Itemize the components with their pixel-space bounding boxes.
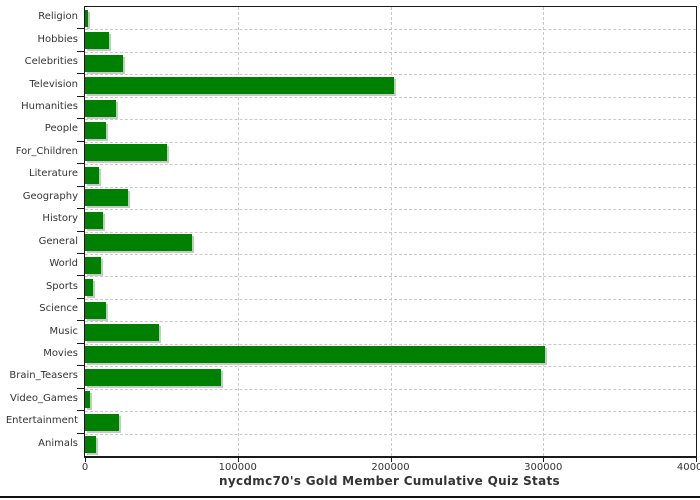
category-label-animals: Animals	[38, 437, 78, 449]
bottom-frame-line	[0, 496, 700, 498]
gridline-vertical	[237, 7, 239, 456]
category-label-geography: Geography	[22, 190, 78, 202]
category-label-humanities: Humanities	[21, 101, 78, 113]
category-label-brain_teasers: Brain_Teasers	[9, 370, 78, 382]
x-axis-tick	[85, 457, 86, 462]
bar-literature	[85, 166, 99, 184]
category-label-celebrities: Celebrities	[24, 56, 78, 68]
y-axis-tick	[77, 28, 84, 30]
y-axis-tick	[77, 275, 84, 277]
category-label-history: History	[42, 213, 78, 225]
bar-world	[85, 256, 102, 274]
bar-science	[85, 301, 106, 319]
y-axis-tick	[77, 140, 84, 142]
bar-hobbies	[85, 32, 110, 50]
bar-religion	[85, 9, 89, 27]
bar-sports	[85, 279, 94, 297]
x-axis-tick-label: 200000	[371, 462, 410, 473]
bar-for_children	[85, 144, 168, 162]
gridline-vertical	[390, 7, 392, 456]
y-axis-tick	[77, 118, 84, 120]
y-axis-tick	[77, 95, 84, 97]
category-label-sports: Sports	[45, 280, 78, 292]
category-label-music: Music	[49, 325, 78, 337]
bar-celebrities	[85, 54, 124, 72]
bar-entertainment	[85, 413, 119, 431]
y-axis-tick	[77, 320, 84, 322]
x-axis-tick-label: 100000	[218, 462, 257, 473]
y-axis-tick	[77, 208, 84, 210]
category-label-television: Television	[29, 78, 78, 90]
bar-music	[85, 324, 160, 342]
x-axis-tick	[543, 457, 545, 462]
y-axis-tick	[77, 185, 84, 187]
bar-television	[85, 77, 394, 95]
bar-people	[85, 121, 106, 139]
category-label-people: People	[44, 123, 78, 135]
category-label-entertainment: Entertainment	[5, 415, 78, 427]
y-axis-tick	[77, 365, 84, 367]
category-label-world: World	[49, 258, 78, 270]
plot-area	[84, 6, 697, 458]
gridline-vertical	[543, 7, 545, 456]
bar-movies	[85, 346, 545, 364]
y-axis-tick	[77, 73, 84, 75]
y-axis-tick	[77, 50, 84, 52]
bar-brain_teasers	[85, 368, 221, 386]
x-axis-tick-label: 0	[81, 462, 89, 473]
category-label-literature: Literature	[29, 168, 78, 180]
category-label-religion: Religion	[38, 11, 78, 23]
y-axis-tick	[77, 410, 84, 412]
category-label-movies: Movies	[43, 347, 78, 359]
x-axis-tick	[237, 457, 239, 462]
category-label-video_games: Video_Games	[10, 392, 78, 404]
bar-humanities	[85, 99, 117, 117]
category-label-science: Science	[39, 303, 78, 315]
y-axis-tick	[77, 432, 84, 434]
x-axis-tick-label: 400000	[676, 462, 700, 473]
y-axis-tick	[77, 230, 84, 232]
y-axis-tick	[77, 387, 84, 389]
y-axis-tick	[77, 342, 84, 344]
y-axis-tick	[77, 297, 84, 299]
x-axis-tick	[696, 457, 697, 462]
x-axis-tick	[390, 457, 392, 462]
y-axis-tick	[77, 252, 84, 254]
chart-title: nycdmc70's Gold Member Cumulative Quiz S…	[219, 474, 560, 488]
bar-history	[85, 211, 103, 229]
x-axis-tick-label: 300000	[524, 462, 563, 473]
category-label-general: General	[38, 235, 78, 247]
bar-geography	[85, 189, 128, 207]
bar-animals	[85, 436, 96, 454]
y-axis-tick	[77, 163, 84, 165]
bar-general	[85, 234, 192, 252]
category-label-for_children: For_Children	[15, 145, 78, 157]
category-label-hobbies: Hobbies	[37, 33, 78, 45]
bar-video_games	[85, 391, 90, 409]
